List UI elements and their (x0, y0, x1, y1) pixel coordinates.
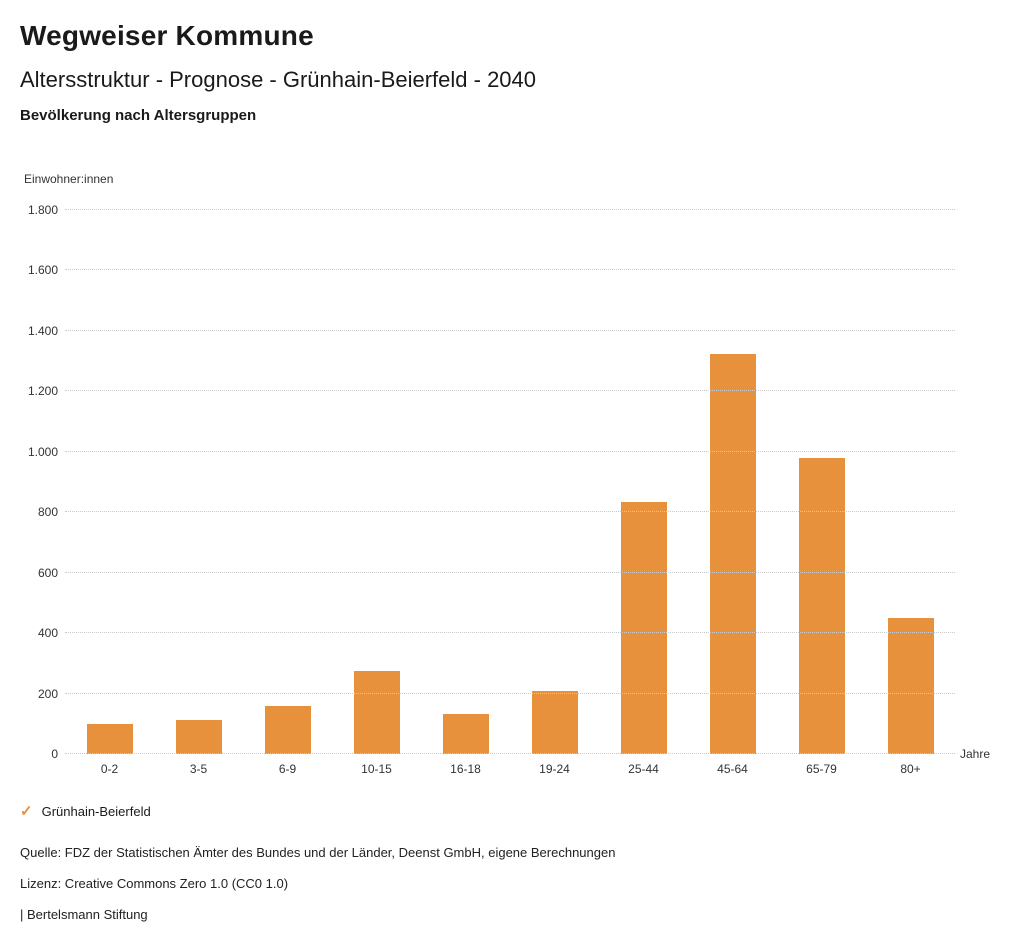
y-axis: 0 200 400 600 800 1.000 1.200 1.400 1.600 1.800 (0, 203, 58, 761)
legend-label: Grünhain-Beierfeld (41, 804, 151, 819)
x-tick-label: 80+ (900, 762, 921, 776)
y-tick-label: 1.600 (27, 263, 58, 278)
bar-slot (65, 210, 154, 754)
bar-slot (510, 210, 599, 754)
gridline (65, 450, 955, 452)
plot-area (65, 209, 955, 754)
bar-slot (688, 210, 777, 754)
y-tick-label: 1.000 (27, 444, 58, 459)
gridline (65, 632, 955, 634)
bar-slot (866, 210, 955, 754)
y-tick-label: 600 (37, 565, 58, 580)
y-tick-label: 800 (37, 505, 58, 520)
bar[interactable] (442, 714, 489, 754)
y-tick-label: 200 (37, 686, 58, 701)
y-tick-label: 0 (51, 747, 58, 761)
gridline (65, 390, 955, 392)
bar[interactable] (531, 690, 578, 754)
bar[interactable] (887, 618, 934, 754)
x-tick-label: 25-44 (628, 762, 659, 776)
x-axis: 0-2 3-5 6-9 10-15 16-18 19-24 25-44 45-64 65-79 8… (65, 762, 955, 776)
x-axis-title: Jahre (960, 747, 991, 761)
x-tick-label: 0-2 (100, 762, 119, 776)
gridline (65, 753, 955, 754)
bar[interactable] (175, 720, 222, 754)
x-tick-label: 10-15 (361, 762, 392, 776)
bar-slot (777, 210, 866, 754)
gridline (65, 209, 955, 210)
bars-row (65, 210, 955, 754)
license-text: Lizenz: Creative Commons Zero 1.0 (CC0 1… (20, 876, 289, 891)
bar[interactable] (798, 457, 845, 754)
x-tick-label: 3-5 (189, 762, 208, 776)
gridline (65, 269, 955, 271)
chart-subtitle: Altersstruktur - Prognose - Grünhain-Bei… (20, 67, 537, 92)
x-tick-label: 45-64 (717, 762, 748, 776)
x-tick-label: 6-9 (278, 762, 297, 776)
chart-section-title: Bevölkerung nach Altersgruppen (20, 107, 257, 124)
source-text: Quelle: FDZ der Statistischen Ämter des … (20, 845, 616, 860)
y-tick-label: 1.400 (27, 323, 58, 338)
check-icon: ✓ (20, 803, 33, 820)
y-tick-label: 400 (37, 626, 58, 641)
attribution-text: | Bertelsmann Stiftung (20, 907, 148, 922)
y-axis-unit-label: Einwohner:innen (24, 172, 114, 186)
bar[interactable] (709, 353, 756, 754)
bar[interactable] (353, 670, 400, 754)
gridline (65, 571, 955, 573)
y-tick-label: 1.200 (27, 384, 58, 399)
gridline (65, 511, 955, 513)
gridline (65, 329, 955, 331)
bar[interactable] (620, 501, 667, 754)
bar[interactable] (264, 705, 311, 754)
y-tick-label: 1.800 (27, 203, 58, 217)
x-tick-label: 16-18 (450, 762, 481, 776)
x-tick-label: 19-24 (539, 762, 570, 776)
x-tick-label: 65-79 (806, 762, 837, 776)
gridline (65, 692, 955, 694)
bar[interactable] (86, 723, 133, 754)
bar-slot (599, 210, 688, 754)
bar-slot (421, 210, 510, 754)
legend[interactable]: ✓ Grünhain-Beierfeld (20, 804, 151, 819)
bar-slot (332, 210, 421, 754)
bar-slot (154, 210, 243, 754)
bar-slot (243, 210, 332, 754)
page-title: Wegweiser Kommune (20, 20, 314, 51)
